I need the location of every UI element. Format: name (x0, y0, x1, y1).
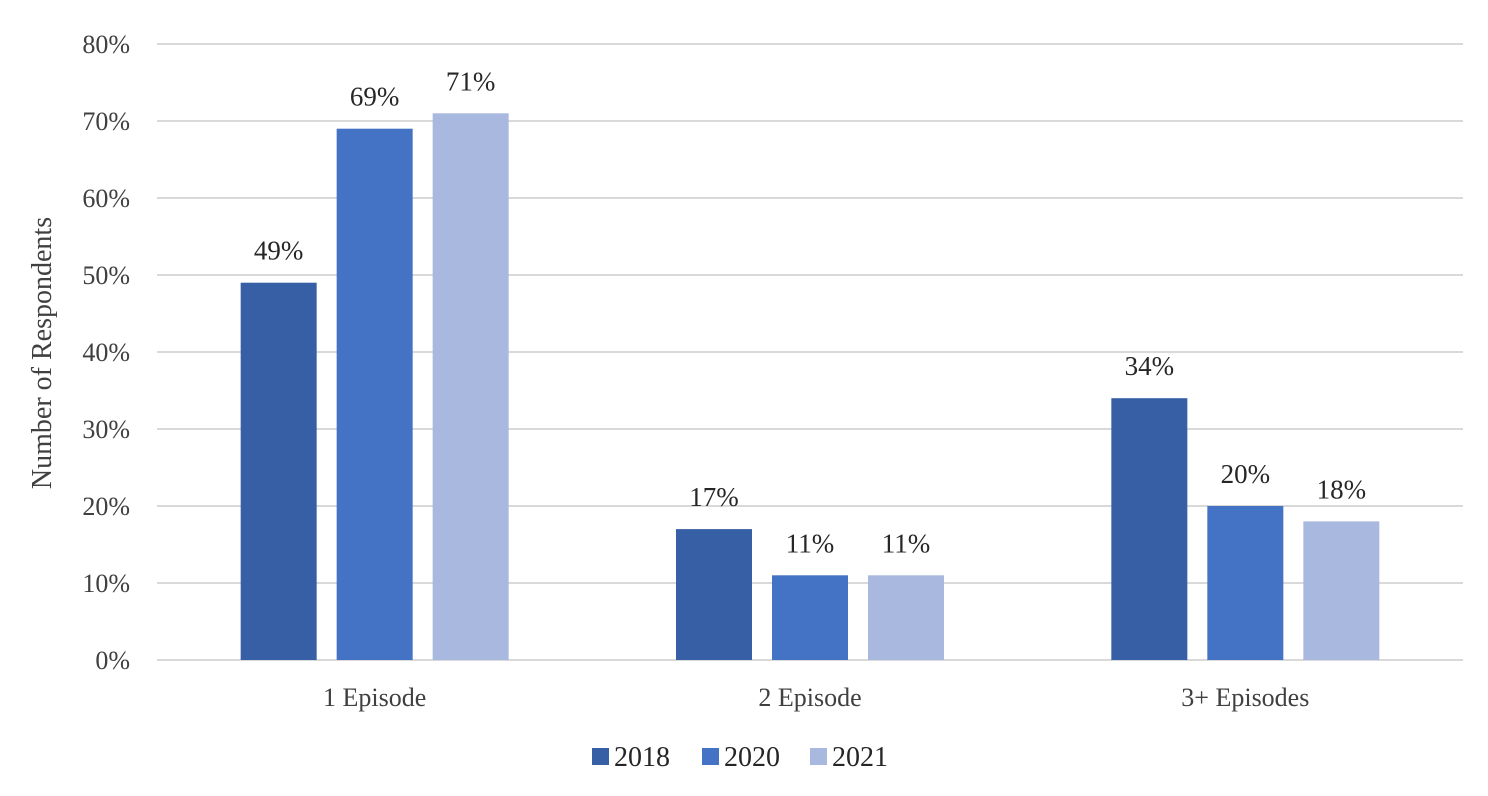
legend-swatch (810, 748, 827, 765)
y-axis-tick-labels: 0% 10% 20% 30% 40% 50% 60% 70% 80% (82, 30, 130, 675)
data-labels: 49% 69% 71% 17% 11% 11% 34% 20% 18% (254, 66, 1366, 558)
y-tick-label: 60% (82, 184, 130, 213)
y-tick-label: 70% (82, 107, 130, 136)
bars (240, 113, 1380, 661)
bar-2018-1-episode (240, 282, 317, 660)
bar-2020-2-episode (772, 575, 848, 660)
bar-2021-3-episodes (1303, 521, 1380, 660)
y-tick-label: 30% (82, 415, 130, 444)
data-label: 34% (1125, 351, 1175, 381)
y-tick-label: 80% (82, 30, 130, 59)
x-category-label: 1 Episode (323, 683, 426, 712)
y-tick-label: 50% (82, 261, 130, 290)
legend: 2018 2020 2021 (592, 742, 888, 773)
x-category-label: 3+ Episodes (1181, 683, 1309, 712)
bar-2018-2-episode (676, 529, 752, 660)
x-axis-category-labels: 1 Episode 2 Episode 3+ Episodes (323, 683, 1309, 712)
x-category-label: 2 Episode (758, 683, 861, 712)
legend-label: 2021 (832, 742, 888, 773)
y-tick-label: 10% (82, 569, 130, 598)
y-tick-label: 40% (82, 338, 130, 367)
legend-swatch (592, 748, 609, 765)
legend-swatch (702, 748, 719, 765)
legend-label: 2020 (724, 742, 780, 773)
bar-2021-1-episode (432, 113, 509, 661)
data-label: 11% (882, 528, 931, 558)
y-tick-label: 0% (95, 646, 130, 675)
data-label: 17% (689, 482, 739, 512)
data-label: 71% (446, 66, 496, 96)
data-label: 49% (254, 236, 304, 266)
data-label: 18% (1317, 474, 1367, 504)
y-tick-label: 20% (82, 492, 130, 521)
data-label: 69% (350, 82, 400, 112)
y-axis-title: Number of Respondents (27, 217, 58, 489)
data-label: 20% (1221, 459, 1271, 489)
bar-2020-3-episodes (1207, 506, 1284, 660)
bar-2018-3-episodes (1111, 398, 1188, 660)
data-label: 11% (786, 528, 835, 558)
bar-2021-2-episode (868, 575, 944, 660)
bar-2020-1-episode (336, 128, 413, 660)
legend-label: 2018 (614, 742, 670, 773)
